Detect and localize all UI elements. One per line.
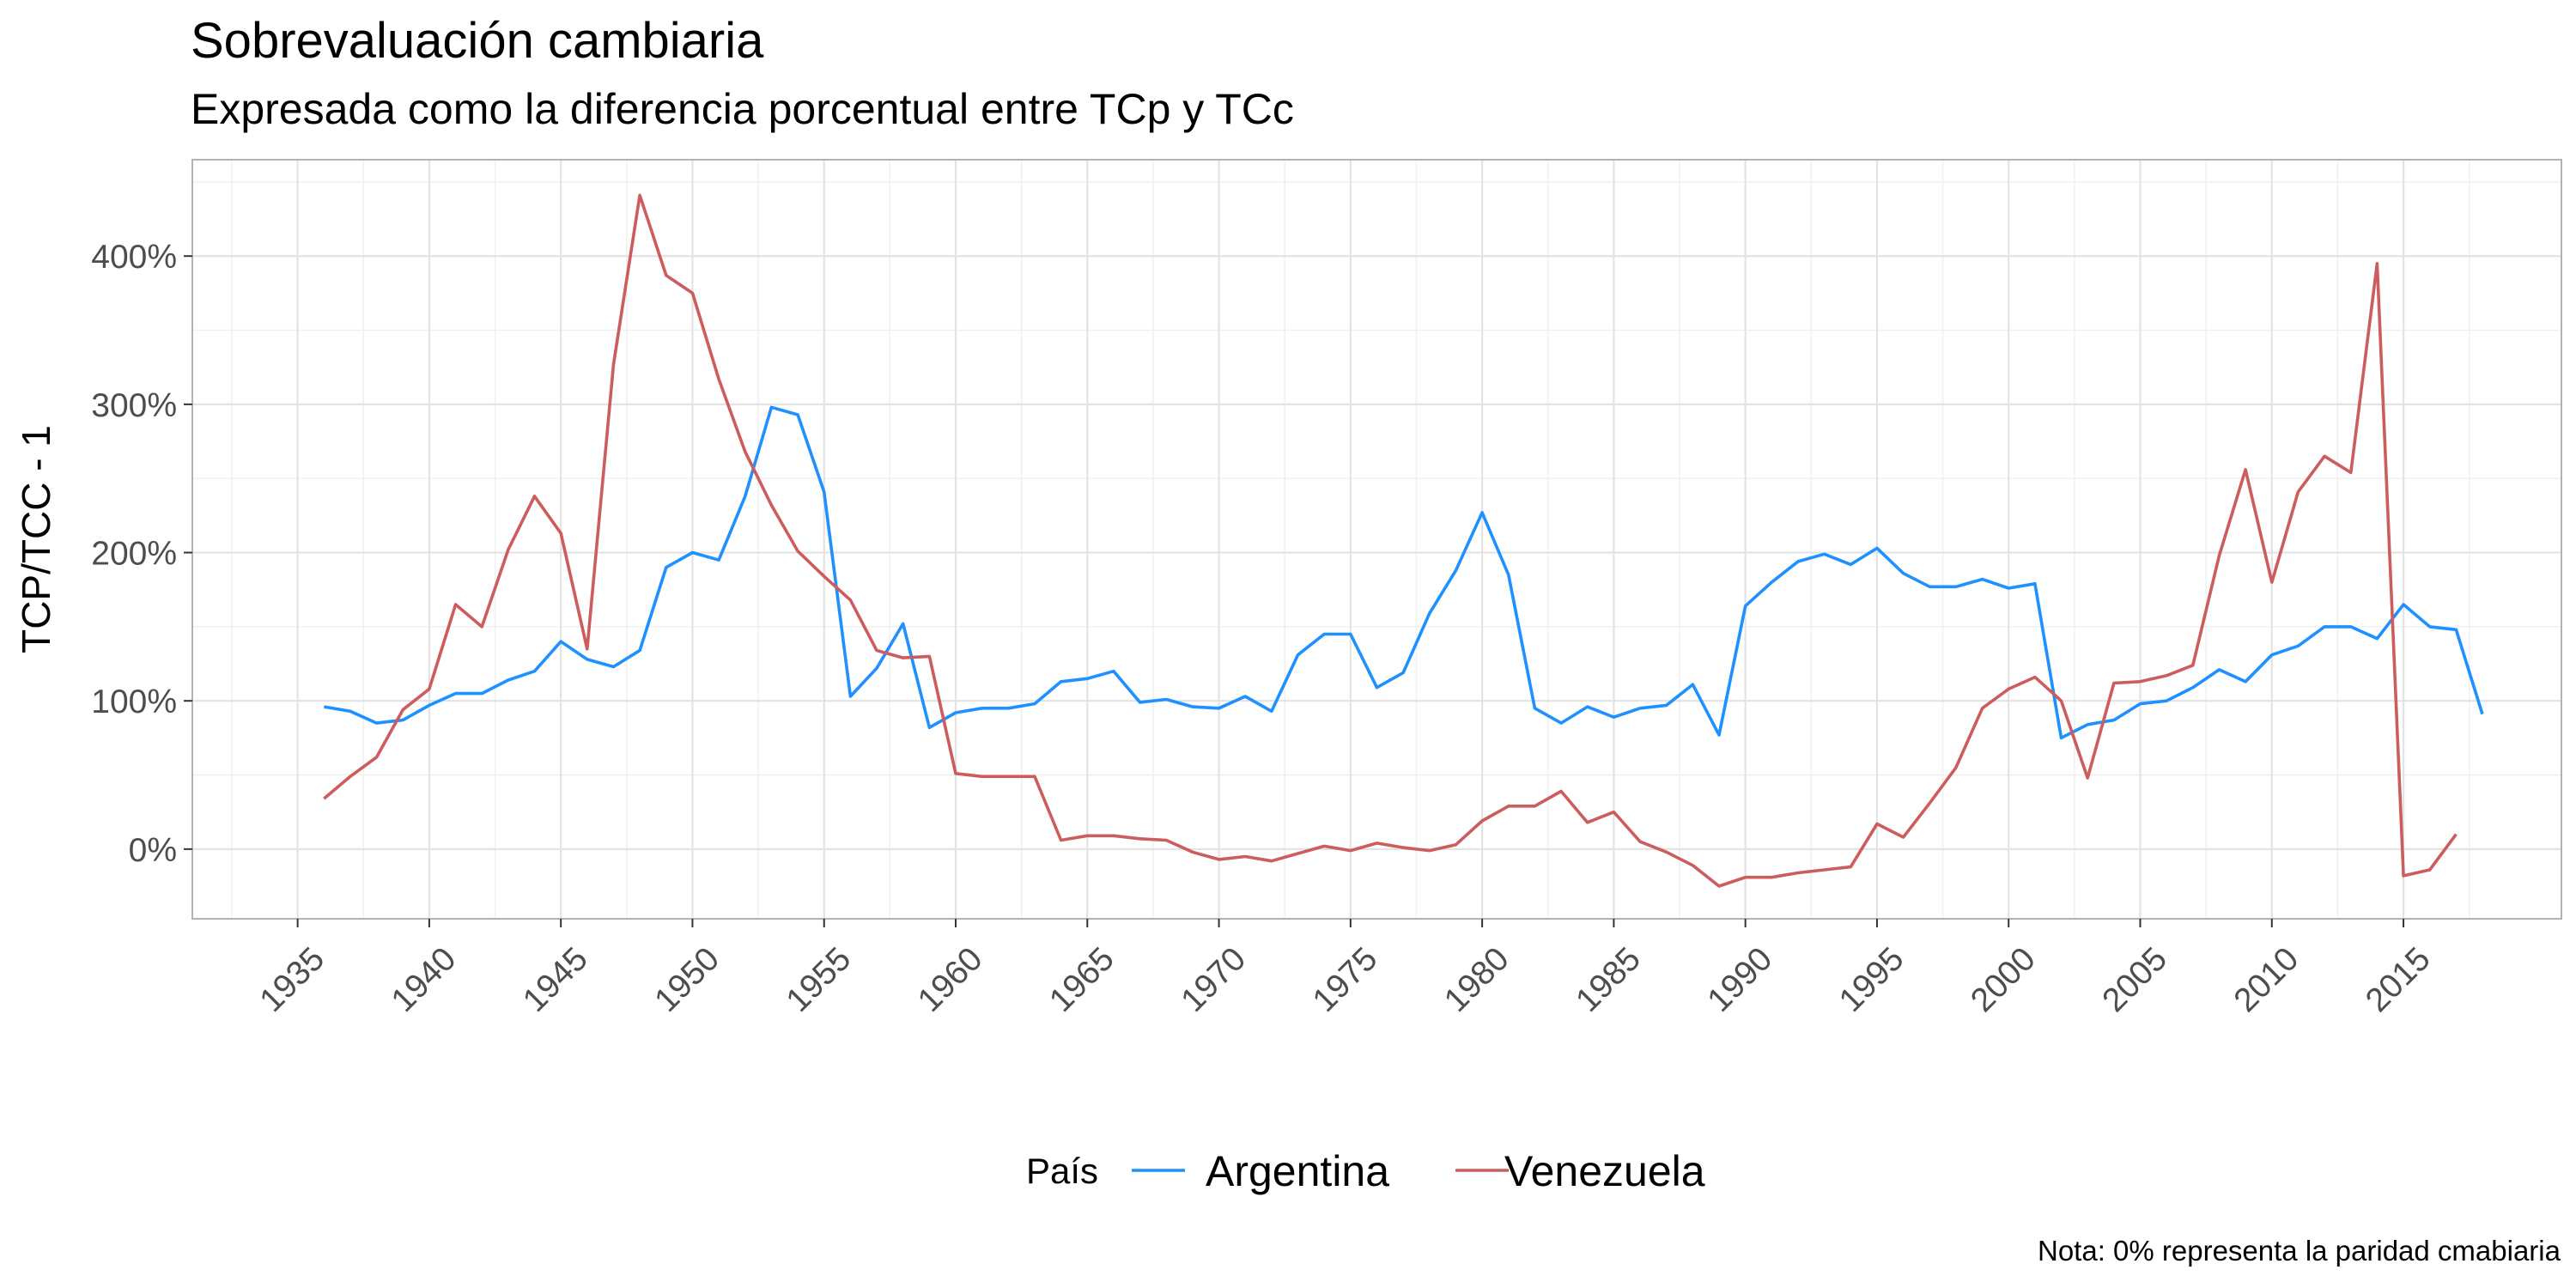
- y-tick-label: 400%: [91, 239, 177, 276]
- x-tick-label: 2000: [1964, 940, 2043, 1019]
- y-axis-title: TCP/TCC - 1: [14, 425, 58, 653]
- series-lines: [323, 193, 2484, 888]
- legend-label-venezuela: Venezuela: [1504, 1147, 1705, 1195]
- x-tick-label: 1985: [1569, 940, 1648, 1019]
- x-tick-label: 1940: [385, 940, 464, 1019]
- series-line-venezuela: [323, 193, 2458, 888]
- x-tick-label: 2010: [2227, 940, 2306, 1019]
- x-tick-label: 1935: [252, 940, 331, 1019]
- y-tick-label: 0%: [129, 832, 177, 869]
- series-line-argentina: [323, 405, 2484, 740]
- x-tick-label: 1950: [647, 940, 726, 1019]
- x-tick-label: 1990: [1701, 940, 1780, 1019]
- chart-caption: Nota: 0% representa la paridad cmabiaria: [2037, 1235, 2561, 1267]
- x-tick-label: 2015: [2359, 940, 2438, 1019]
- chart-subtitle: Expresada como la diferencia porcentual …: [191, 85, 1294, 133]
- x-tick-label: 1965: [1042, 940, 1121, 1019]
- y-tick-label: 200%: [91, 536, 177, 573]
- x-axis-ticks: 1935 1940 1945 1950 1955 1960 1965 1970 1975 1980…: [252, 919, 2438, 1019]
- x-tick-label: 1995: [1832, 940, 1911, 1019]
- x-tick-label: 2005: [2095, 940, 2174, 1019]
- x-tick-label: 1975: [1306, 940, 1385, 1019]
- y-tick-label: 100%: [91, 683, 177, 720]
- x-tick-label: 1955: [780, 940, 859, 1019]
- plot-panel: [192, 160, 2561, 919]
- x-tick-label: 1960: [911, 940, 990, 1019]
- x-tick-label: 1980: [1437, 940, 1516, 1019]
- legend-title: País: [1026, 1151, 1098, 1191]
- x-tick-label: 1945: [516, 940, 595, 1019]
- y-axis-ticks: 0% 100% 200% 300% 400%: [91, 239, 192, 869]
- y-tick-label: 300%: [91, 387, 177, 424]
- x-tick-label: 1970: [1174, 940, 1253, 1019]
- plot-panel-border: [191, 159, 2562, 920]
- chart-title: Sobrevaluación cambiaria: [191, 13, 764, 69]
- legend-label-argentina: Argentina: [1206, 1147, 1389, 1195]
- grid-lines: [192, 160, 2561, 919]
- legend: País Argentina Venezuela: [1026, 1147, 1705, 1195]
